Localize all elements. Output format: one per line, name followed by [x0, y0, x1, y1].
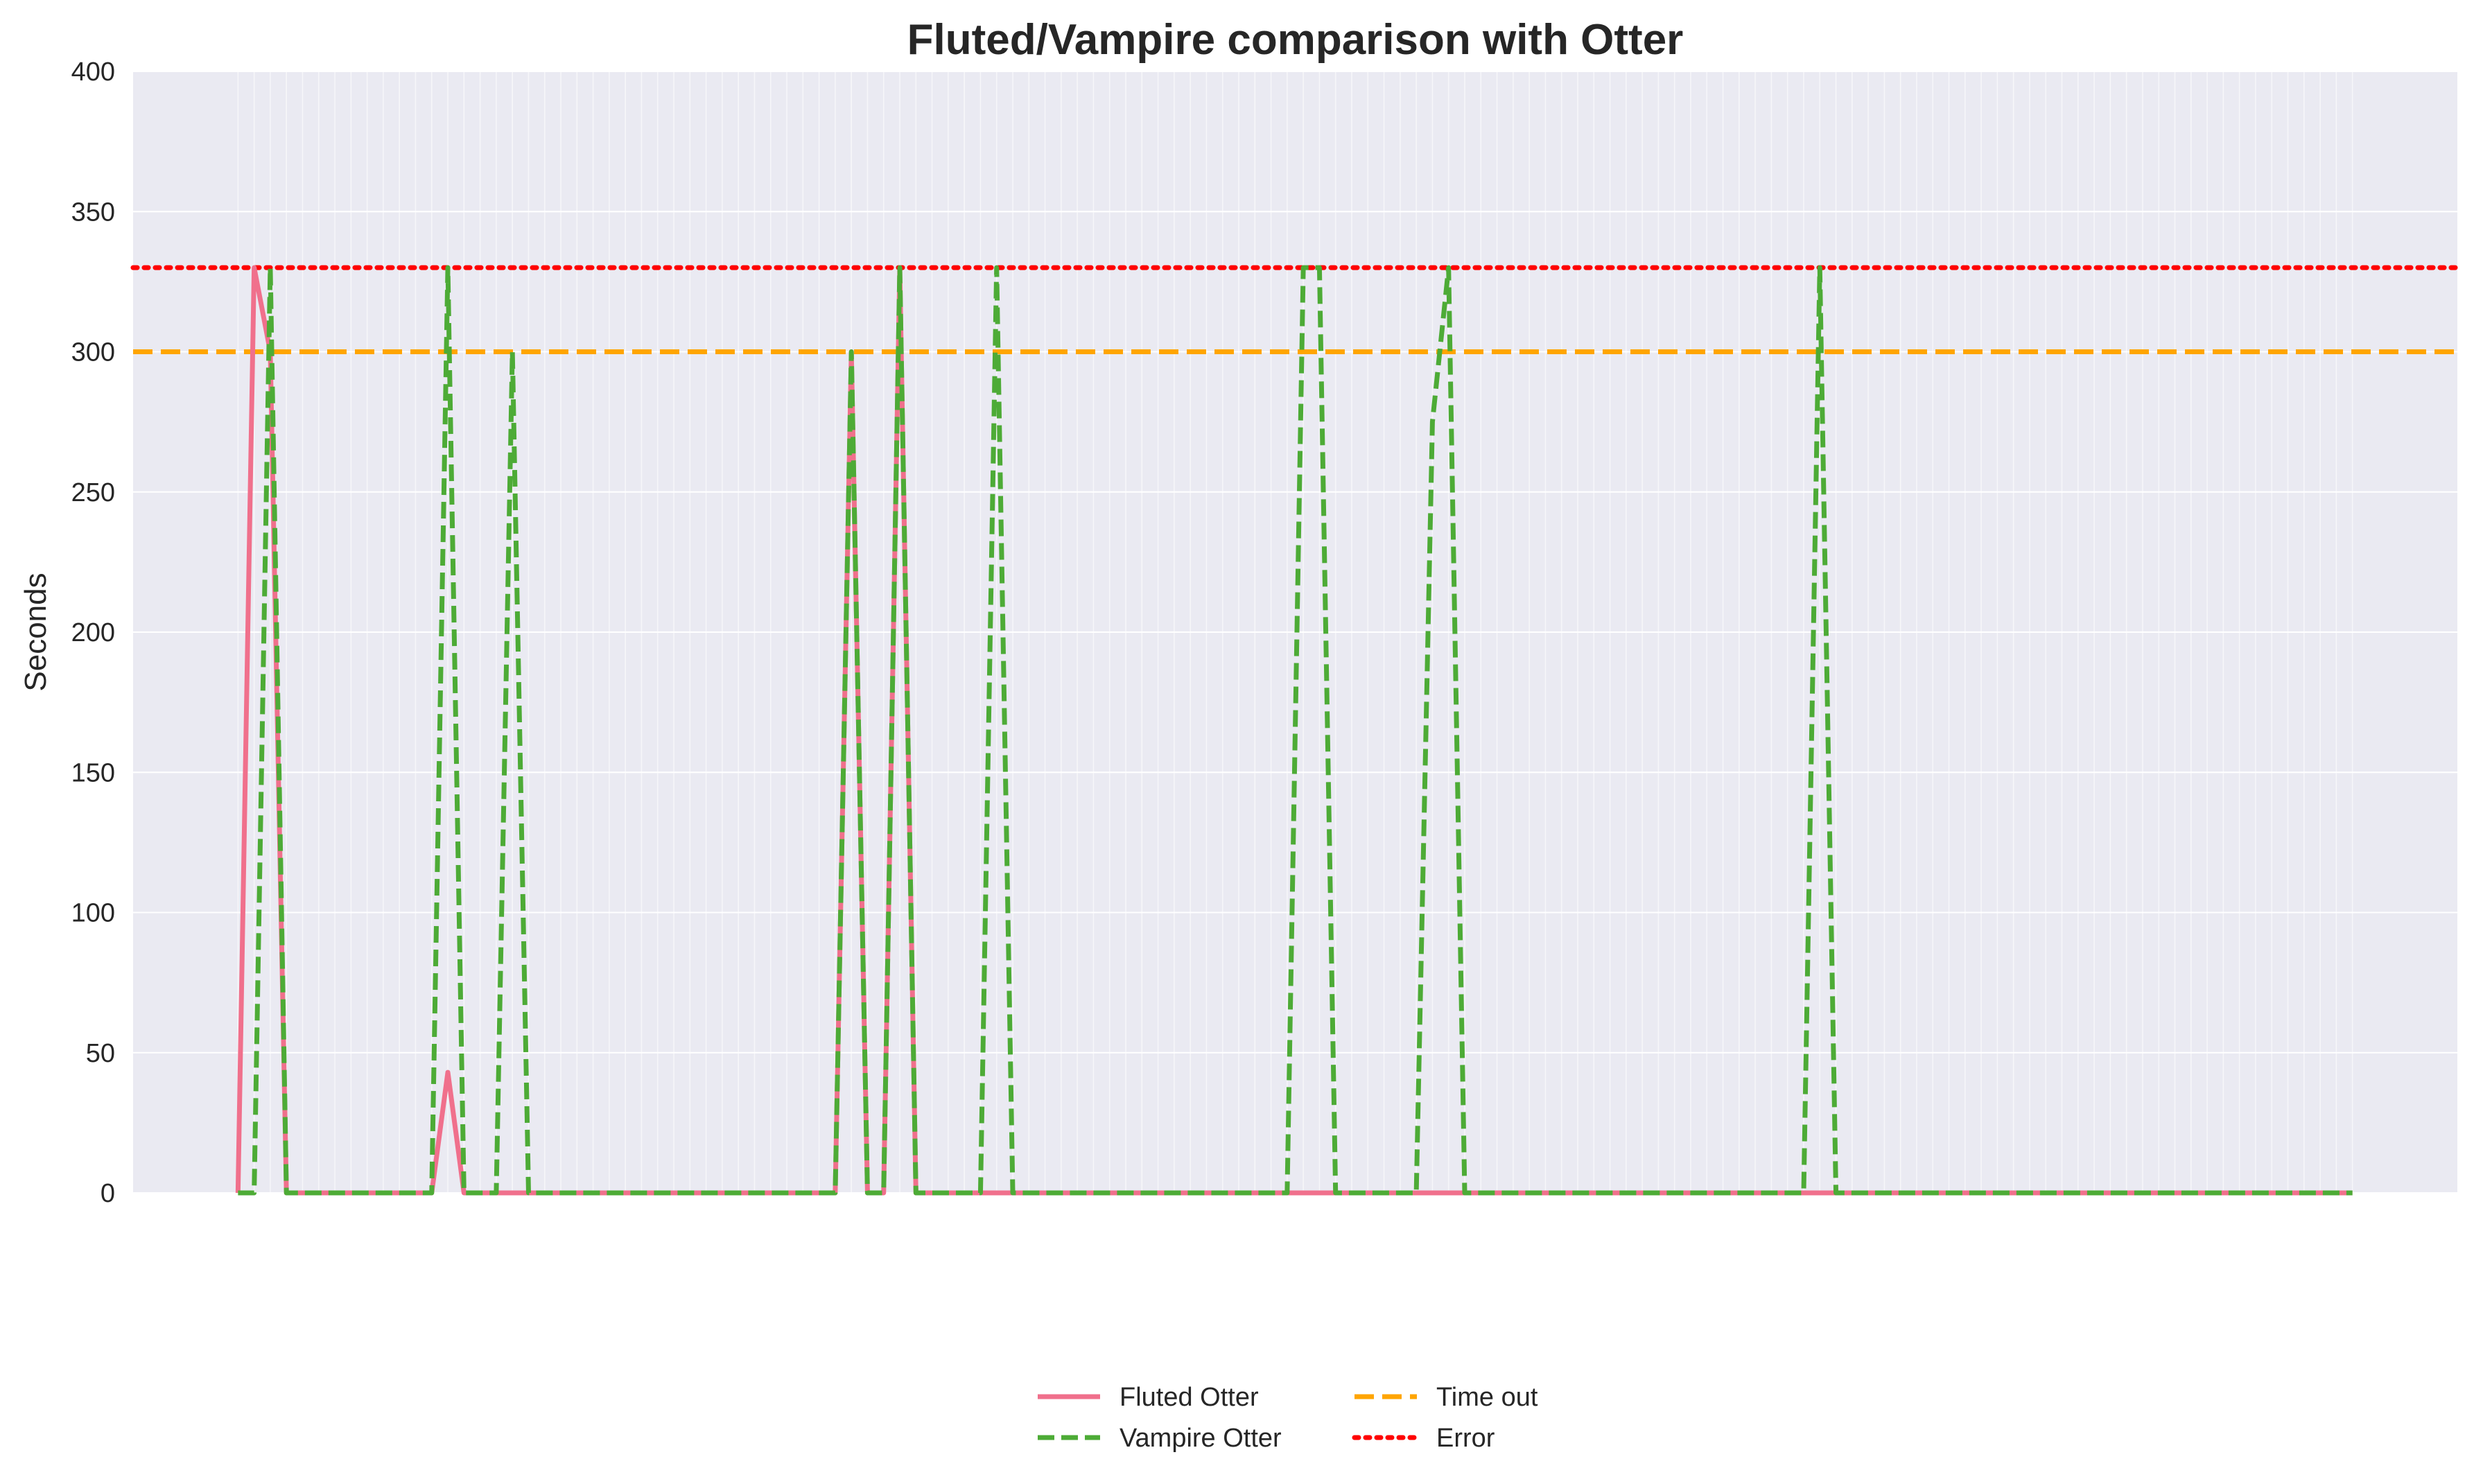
y-tick-label: 100 [71, 899, 115, 928]
y-tick-label: 50 [86, 1039, 115, 1068]
series-layer [235, 265, 2353, 1196]
y-tick-label: 250 [71, 478, 115, 507]
legend-label-vampire-otter: Vampire Otter [1120, 1424, 1282, 1453]
y-axis-label: Seconds [19, 573, 53, 691]
series-line-vampire-otter [238, 265, 2353, 1196]
legend: Fluted Otter Vampire Otter Time out Error [1038, 1383, 1538, 1453]
legend-label-fluted-otter: Fluted Otter [1120, 1383, 1259, 1412]
chart-title: Fluted/Vampire comparison with Otter [907, 16, 1684, 64]
y-tick-label: 150 [71, 758, 115, 787]
y-tick-label: 0 [101, 1179, 115, 1208]
reference-lines [130, 265, 2460, 354]
legend-label-error: Error [1436, 1424, 1495, 1453]
y-tick-label: 400 [71, 58, 115, 87]
y-tick-label: 350 [71, 198, 115, 227]
y-tick-label: 200 [71, 618, 115, 647]
y-tick-labels: 0 50 100 150 200 250 300 350 400 [71, 58, 115, 1208]
y-tick-label: 300 [71, 338, 115, 367]
legend-label-time-out: Time out [1436, 1383, 1538, 1412]
